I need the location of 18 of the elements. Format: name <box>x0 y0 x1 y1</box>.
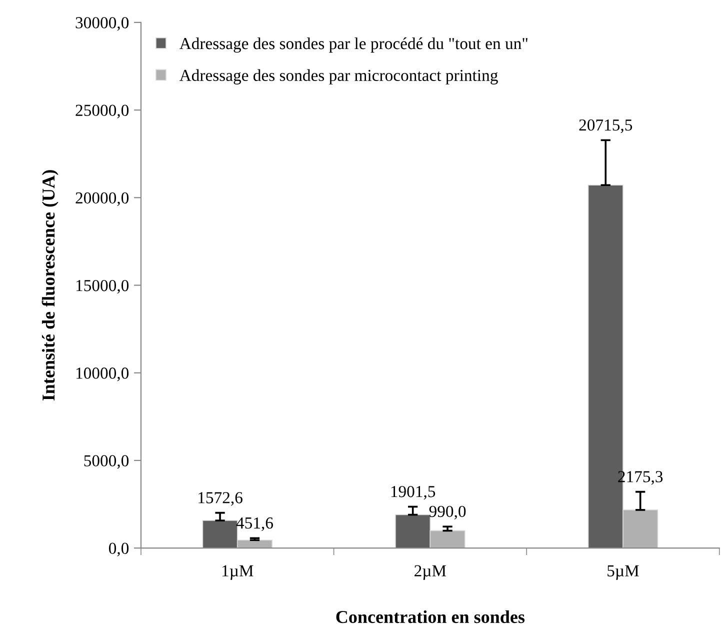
x-tick-label: 5µM <box>608 565 639 580</box>
data-label: 990,0 <box>429 506 466 520</box>
data-label: 1572,6 <box>198 492 242 506</box>
data-label: 1901,5 <box>391 486 436 500</box>
y-tick-label: 10000,0 <box>76 368 129 382</box>
legend-label: Adressage des sondes par le procédé du "tout en un" <box>179 37 528 53</box>
y-tick-label: 20000,0 <box>76 192 129 206</box>
y-tick-label: 0,0 <box>108 542 129 556</box>
y-tick-label: 30000,0 <box>76 17 129 31</box>
legend-label: Adressage des sondes par microcontact printing <box>179 69 498 84</box>
x-axis-title: Concentration en sondes <box>336 610 525 624</box>
y-tick-label: 15000,0 <box>76 280 129 294</box>
data-label: 20715,5 <box>579 119 632 134</box>
y-tick-label: 5000,0 <box>84 455 129 469</box>
y-axis-title: Intensité de fluorescence (UA) <box>42 170 58 401</box>
x-tick-label: 2µM <box>414 565 446 580</box>
x-tick-label: 1µM <box>222 565 254 580</box>
y-tick-label: 25000,0 <box>76 104 129 118</box>
